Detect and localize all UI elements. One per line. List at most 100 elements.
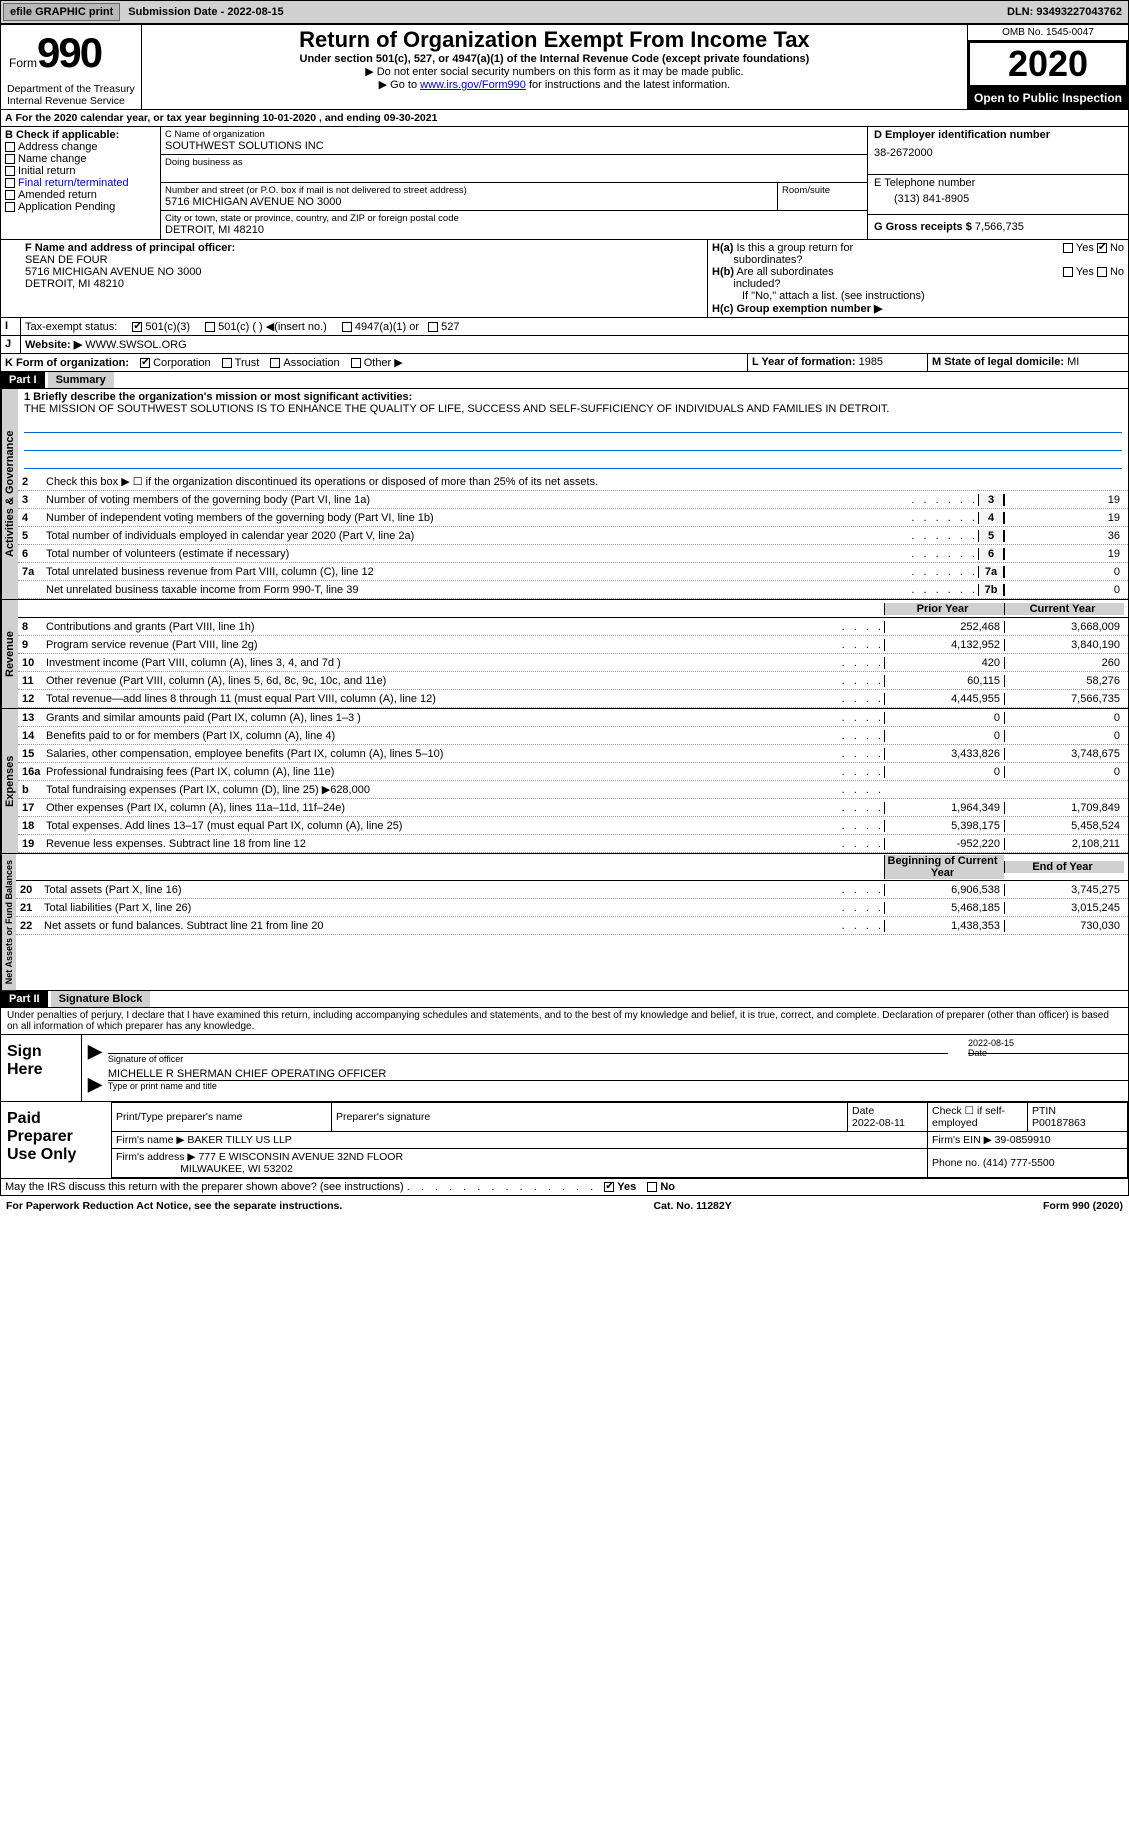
chk-hb-no[interactable] (1097, 267, 1107, 277)
mission-blank-line (24, 417, 1122, 433)
firm-phone: (414) 777-5500 (983, 1157, 1055, 1169)
data-line: 22Net assets or fund balances. Subtract … (16, 917, 1128, 935)
chk-corp[interactable] (140, 358, 150, 368)
year-block: OMB No. 1545-0047 2020 Open to Public In… (967, 25, 1128, 109)
firm-ein: 39-0859910 (995, 1134, 1051, 1146)
top-bar: efile GRAPHIC print Submission Date - 20… (0, 0, 1129, 24)
chk-ha-yes[interactable] (1063, 243, 1073, 253)
sig-arrow-icon: ▶ (82, 1035, 108, 1068)
chk-trust[interactable] (222, 358, 232, 368)
chk-assoc[interactable] (270, 358, 280, 368)
beginning-year-header: Beginning of Current Year (884, 855, 1004, 879)
city-state-zip: DETROIT, MI 48210 (165, 224, 863, 236)
mission-blank-line (24, 453, 1122, 469)
subtitle-1: Under section 501(c), 527, or 4947(a)(1)… (148, 53, 961, 65)
chk-501c3[interactable] (132, 322, 142, 332)
tab-governance: Activities & Governance (1, 389, 18, 599)
gov-line: 7aTotal unrelated business revenue from … (18, 563, 1128, 581)
line-i: Tax-exempt status: 501(c)(3) 501(c) ( ) … (21, 318, 1128, 335)
firm-name-label: Firm's name ▶ (116, 1134, 184, 1146)
submission-date: Submission Date - 2022-08-15 (122, 4, 289, 20)
form-title: Return of Organization Exempt From Incom… (148, 27, 961, 53)
end-year-header: End of Year (1004, 861, 1124, 873)
data-line: 12Total revenue—add lines 8 through 11 (… (18, 690, 1128, 708)
chk-discuss-no[interactable] (647, 1182, 657, 1192)
data-line: 8Contributions and grants (Part VIII, li… (18, 618, 1128, 636)
chk-ha-no[interactable] (1097, 243, 1107, 253)
data-line: 17Other expenses (Part IX, column (A), l… (18, 799, 1128, 817)
chk-app-pending[interactable] (5, 202, 15, 212)
dba-label: Doing business as (165, 157, 863, 168)
tab-expenses: Expenses (1, 709, 18, 853)
chk-amended[interactable] (5, 190, 15, 200)
chk-initial-return[interactable] (5, 166, 15, 176)
room-label: Room/suite (782, 185, 863, 196)
paid-preparer-label: Paid Preparer Use Only (1, 1102, 111, 1178)
form-title-block: Return of Organization Exempt From Incom… (142, 25, 967, 109)
mission-text: THE MISSION OF SOUTHWEST SOLUTIONS IS TO… (24, 403, 1122, 415)
line-m: M State of legal domicile: MI (928, 354, 1128, 371)
box-h: H(a) Is this a group return for subordin… (708, 240, 1128, 317)
box-c: C Name of organization SOUTHWEST SOLUTIO… (161, 127, 868, 239)
form-number: Form990 (1, 25, 141, 81)
chk-501c[interactable] (205, 322, 215, 332)
dln: DLN: 93493227043762 (1001, 4, 1128, 20)
ptin-value: P00187863 (1032, 1117, 1086, 1129)
chk-hb-yes[interactable] (1063, 267, 1073, 277)
city-label: City or town, state or province, country… (165, 213, 863, 224)
q1-label: 1 Briefly describe the organization's mi… (24, 391, 1122, 403)
efile-print-button[interactable]: efile GRAPHIC print (3, 3, 120, 21)
sign-here-label: Sign Here (1, 1035, 81, 1101)
addr-label: Number and street (or P.O. box if mail i… (165, 185, 773, 196)
gov-line: 3Number of voting members of the governi… (18, 491, 1128, 509)
prep-sig-hdr: Preparer's signature (332, 1103, 848, 1132)
data-line: 15Salaries, other compensation, employee… (18, 745, 1128, 763)
irs-link[interactable]: www.irs.gov/Form990 (420, 79, 526, 91)
chk-other[interactable] (351, 358, 361, 368)
line-j: Website: ▶ WWW.SWSOL.ORG (21, 336, 1128, 353)
line-2: 2Check this box ▶ ☐ if the organization … (18, 473, 1128, 491)
chk-final-return[interactable] (5, 178, 15, 188)
self-employed: Check ☐ if self-employed (928, 1103, 1028, 1132)
footer-form: Form 990 (2020) (1043, 1200, 1123, 1212)
chk-address-change[interactable] (5, 142, 15, 152)
box-deg: D Employer identification number 38-2672… (868, 127, 1128, 239)
data-line: 13Grants and similar amounts paid (Part … (18, 709, 1128, 727)
line-a: A For the 2020 calendar year, or tax yea… (1, 110, 1128, 126)
subtitle-3: ▶ Go to www.irs.gov/Form990 for instruct… (148, 78, 961, 91)
chk-527[interactable] (428, 322, 438, 332)
prep-date-hdr: Date (852, 1105, 874, 1117)
data-line: 10Investment income (Part VIII, column (… (18, 654, 1128, 672)
chk-name-change[interactable] (5, 154, 15, 164)
data-line: bTotal fundraising expenses (Part IX, co… (18, 781, 1128, 799)
chk-4947[interactable] (342, 322, 352, 332)
firm-addr2: MILWAUKEE, WI 53202 (180, 1163, 293, 1175)
prep-name-hdr: Print/Type preparer's name (112, 1103, 332, 1132)
footer-cat: Cat. No. 11282Y (654, 1200, 732, 1212)
prior-year-header: Prior Year (884, 603, 1004, 615)
hc-label: H(c) Group exemption number ▶ (712, 303, 882, 315)
box-b-label: B Check if applicable: (5, 129, 156, 141)
data-line: 16aProfessional fundraising fees (Part I… (18, 763, 1128, 781)
omb-number: OMB No. 1545-0047 (968, 25, 1128, 41)
subtitle-2: ▶ Do not enter social security numbers o… (148, 65, 961, 78)
officer-printed-name: MICHELLE R SHERMAN CHIEF OPERATING OFFIC… (108, 1068, 1128, 1080)
line-l: L Year of formation: 1985 (748, 354, 928, 371)
ptin-hdr: PTIN (1032, 1105, 1056, 1117)
firm-phone-label: Phone no. (932, 1157, 980, 1169)
tax-year: 2020 (968, 41, 1128, 87)
data-line: 11Other revenue (Part VIII, column (A), … (18, 672, 1128, 690)
current-year-header: Current Year (1004, 603, 1124, 615)
tab-net-assets: Net Assets or Fund Balances (1, 854, 16, 990)
gov-line: 5Total number of individuals employed in… (18, 527, 1128, 545)
street-address: 5716 MICHIGAN AVENUE NO 3000 (165, 196, 773, 208)
part-ii-bar: Part II (1, 991, 48, 1007)
sig-officer-caption: Signature of officer (108, 1053, 948, 1064)
org-name: SOUTHWEST SOLUTIONS INC (165, 140, 863, 152)
type-name-caption: Type or print name and title (108, 1080, 1128, 1091)
data-line: 19Revenue less expenses. Subtract line 1… (18, 835, 1128, 853)
gov-line: 4Number of independent voting members of… (18, 509, 1128, 527)
chk-discuss-yes[interactable] (604, 1182, 614, 1192)
part-i-bar: Part I (1, 372, 45, 388)
date-caption: Date (968, 1048, 987, 1058)
